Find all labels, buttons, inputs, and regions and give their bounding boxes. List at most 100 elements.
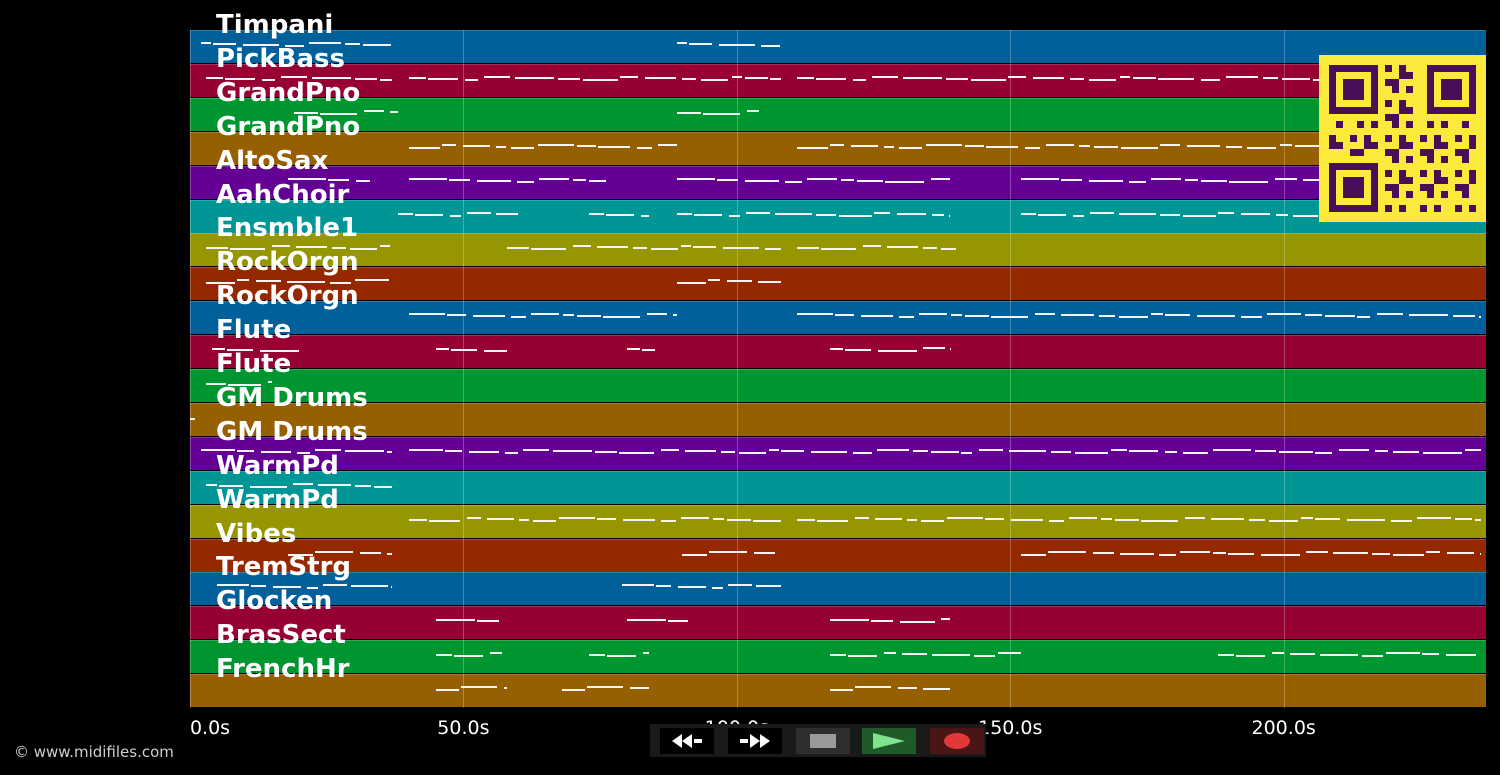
qr-module: [1399, 107, 1406, 114]
note-bar: [1159, 553, 1177, 556]
note-bar: [693, 246, 717, 249]
note-bar: [876, 448, 909, 451]
note-bar: [1390, 519, 1412, 522]
qr-module: [1350, 149, 1357, 156]
note-bar: [850, 144, 878, 147]
note-bar: [1185, 178, 1199, 181]
note-bar: [1278, 450, 1313, 453]
note-bar: [1060, 314, 1094, 317]
qr-module: [1371, 93, 1378, 100]
note-bar: [940, 248, 956, 251]
note-bar: [946, 516, 983, 519]
qr-module: [1329, 184, 1336, 191]
note-bar: [1408, 314, 1448, 317]
track-label: Glocken: [216, 586, 333, 617]
note-bar: [1266, 313, 1301, 316]
note-bar: [582, 78, 618, 81]
qr-module: [1371, 100, 1378, 107]
note-bar: [780, 449, 804, 452]
note-bar: [228, 384, 262, 386]
track-lane: [190, 470, 1486, 504]
note-bar: [1183, 214, 1217, 217]
note-bar: [676, 212, 692, 215]
copyright-text: © www.midifiles.com: [14, 743, 174, 761]
note-bar: [950, 314, 962, 317]
note-bar: [1386, 652, 1421, 655]
qr-module: [1406, 86, 1413, 93]
qr-module: [1371, 65, 1378, 72]
play-icon: [873, 733, 905, 749]
qr-module: [1469, 142, 1476, 149]
note-bar: [1293, 214, 1319, 217]
note-bar: [660, 519, 676, 522]
qr-module: [1392, 156, 1399, 163]
track-lane: [190, 97, 1486, 131]
note-bar: [1021, 212, 1037, 215]
note-bar: [931, 654, 970, 657]
note-bar: [281, 75, 308, 78]
note-bar: [436, 619, 476, 622]
qr-module: [1427, 107, 1434, 114]
fast-forward-button[interactable]: [728, 728, 782, 754]
qr-module: [1420, 205, 1427, 212]
note-bar: [507, 247, 530, 250]
note-bar: [1312, 78, 1324, 81]
qr-module: [1469, 65, 1476, 72]
qr-module: [1350, 86, 1357, 93]
note-bar: [931, 213, 944, 216]
note-bar: [389, 110, 398, 113]
track-lane: [190, 267, 1486, 301]
note-bar: [806, 177, 837, 180]
note-bar: [728, 584, 752, 587]
track-label: GM Drums: [216, 382, 368, 413]
note-bar: [296, 246, 328, 249]
qr-module: [1434, 107, 1441, 114]
note-bar: [1069, 77, 1084, 80]
record-button[interactable]: [930, 728, 984, 754]
qr-module: [1469, 93, 1476, 100]
qr-module: [1329, 191, 1336, 198]
note-bar: [829, 143, 844, 146]
qr-module: [1441, 93, 1448, 100]
qr-module: [1343, 184, 1350, 191]
note-bar: [449, 214, 461, 217]
note-bar: [619, 75, 638, 78]
piano-roll-plot[interactable]: [190, 30, 1486, 708]
stop-button[interactable]: [796, 728, 850, 754]
track-lane: [190, 199, 1486, 233]
note-bar: [330, 282, 352, 285]
record-icon: [944, 733, 970, 749]
track-label: GrandPno: [216, 111, 361, 142]
rewind-button[interactable]: [660, 728, 714, 754]
note-bar: [408, 448, 443, 451]
note-bar: [1474, 518, 1481, 521]
note-bar: [852, 451, 872, 454]
qr-module: [1350, 177, 1357, 184]
play-button[interactable]: [862, 728, 916, 754]
qr-module: [1385, 114, 1392, 121]
qr-module: [1399, 65, 1406, 72]
note-bar: [990, 316, 1028, 319]
qr-module: [1357, 86, 1364, 93]
qr-module: [1371, 205, 1378, 212]
note-bar: [898, 146, 922, 149]
note-bar: [483, 75, 510, 78]
gridline: [1283, 30, 1285, 708]
qr-module: [1469, 100, 1476, 107]
note-bar: [414, 213, 443, 216]
note-bar: [1362, 655, 1384, 658]
note-bar: [738, 451, 766, 454]
track-label: WarmPd: [216, 450, 339, 481]
qr-module: [1441, 107, 1448, 114]
track-lane: [190, 606, 1486, 640]
note-bar: [256, 280, 282, 283]
note-bar: [1225, 75, 1258, 78]
time-tick-label: 50.0s: [437, 717, 490, 739]
note-bar: [464, 78, 478, 81]
qr-module: [1427, 79, 1434, 86]
note-bar: [622, 518, 655, 521]
qr-module: [1329, 142, 1336, 149]
track-label: AahChoir: [216, 179, 350, 210]
qr-module: [1357, 107, 1364, 114]
note-bar: [644, 76, 676, 79]
